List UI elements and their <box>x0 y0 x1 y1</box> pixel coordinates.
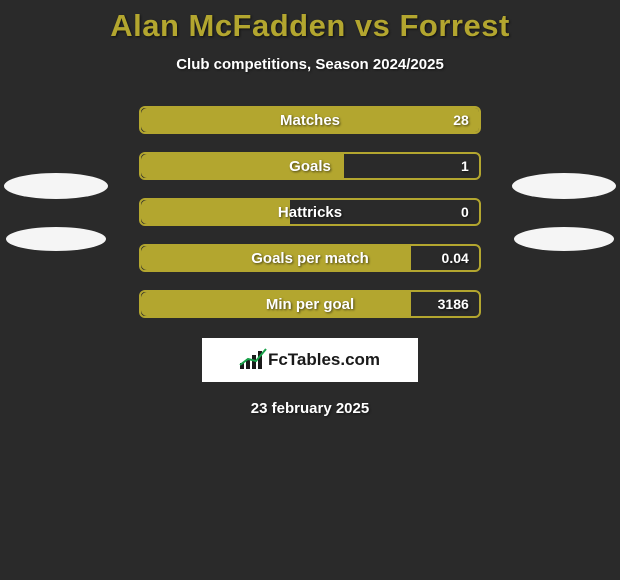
logo-text: FcTables.com <box>268 350 380 370</box>
player-photo-placeholder <box>512 173 616 199</box>
content-root: Alan McFadden vs Forrest Club competitio… <box>0 0 620 417</box>
stat-bar: Goals per match0.04 <box>139 244 481 272</box>
stat-bar-label: Goals <box>141 154 479 178</box>
player-photo-placeholder <box>4 173 108 199</box>
stat-bars: Matches28 Goals1 Hattricks0 Goals per match… <box>139 106 481 318</box>
stat-bar: Matches28 <box>139 106 481 134</box>
stat-bar-label: Min per goal <box>141 292 479 316</box>
stat-bar: Min per goal3186 <box>139 290 481 318</box>
logo-chart-icon <box>240 351 262 369</box>
stat-bar-value: 3186 <box>438 292 469 316</box>
subtitle: Club competitions, Season 2024/2025 <box>176 56 444 73</box>
page-title: Alan McFadden vs Forrest <box>110 8 510 44</box>
stat-bar-label: Matches <box>141 108 479 132</box>
right-placeholder-col <box>509 173 620 251</box>
logo-trend-line-icon <box>238 347 270 367</box>
stat-bar-value: 28 <box>453 108 469 132</box>
left-placeholder-col <box>0 173 111 251</box>
stat-bar-label: Hattricks <box>141 200 479 224</box>
stat-bar: Goals1 <box>139 152 481 180</box>
footer-date: 23 february 2025 <box>251 400 369 417</box>
stat-bar-value: 0.04 <box>442 246 469 270</box>
stat-bar-label: Goals per match <box>141 246 479 270</box>
player-photo-placeholder <box>514 227 614 251</box>
stat-bar-value: 0 <box>461 200 469 224</box>
comparison-row: Matches28 Goals1 Hattricks0 Goals per match… <box>0 106 620 318</box>
stat-bar: Hattricks0 <box>139 198 481 226</box>
player-photo-placeholder <box>6 227 106 251</box>
fctables-logo: FcTables.com <box>202 338 418 382</box>
stat-bar-value: 1 <box>461 154 469 178</box>
